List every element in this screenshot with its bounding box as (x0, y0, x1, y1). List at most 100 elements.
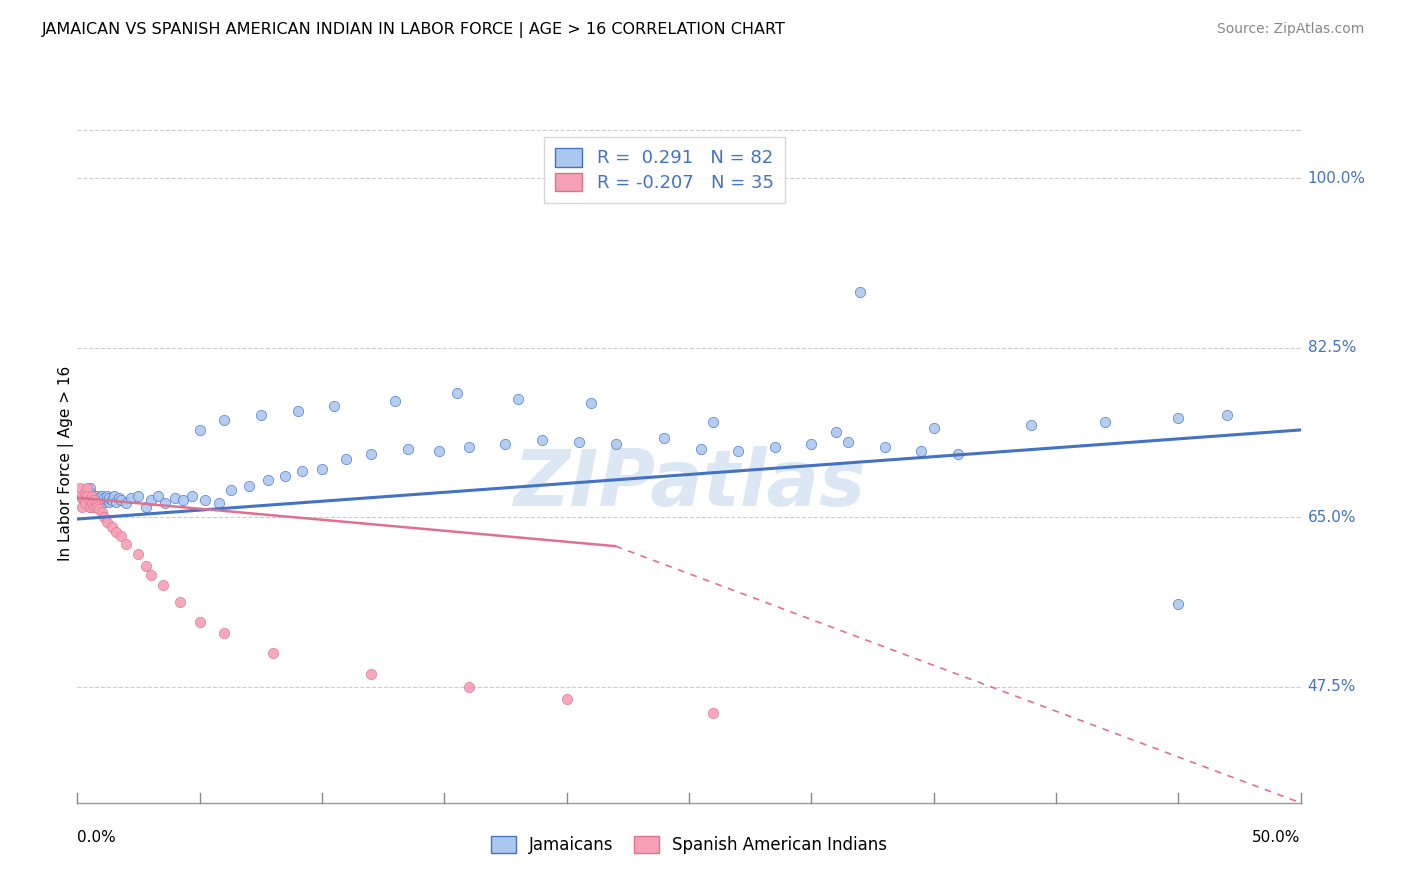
Point (221, 483, 243, 497)
Point (76, 489, 98, 503)
Point (690, 442, 713, 457)
Point (139, 568, 162, 582)
Point (188, 423, 211, 437)
Point (146, 489, 169, 503)
Point (212, 413, 235, 427)
Point (89, 491, 111, 505)
Point (90, 505, 112, 519)
Point (311, 461, 333, 475)
Point (86, 495, 108, 509)
Point (105, 524, 128, 539)
Point (169, 595, 191, 609)
Point (429, 444, 451, 458)
Point (80, 495, 103, 509)
Point (98, 494, 121, 508)
Point (96, 489, 118, 503)
Text: 50.0%: 50.0% (1253, 830, 1301, 845)
Point (86, 489, 108, 503)
Point (90, 489, 112, 503)
Point (800, 437, 823, 451)
Point (181, 489, 204, 503)
Point (98, 491, 121, 505)
Point (763, 441, 786, 455)
Point (274, 469, 297, 483)
Point (250, 409, 273, 423)
Point (702, 415, 724, 429)
Point (531, 433, 554, 447)
Point (1021, 418, 1043, 433)
Point (83, 492, 105, 507)
Point (76, 489, 98, 503)
Point (80, 489, 103, 503)
Point (120, 491, 142, 505)
Point (702, 706, 724, 720)
Text: JAMAICAN VS SPANISH AMERICAN INDIAN IN LABOR FORCE | AGE > 16 CORRELATION CHART: JAMAICAN VS SPANISH AMERICAN INDIAN IN L… (42, 22, 786, 38)
Point (335, 452, 357, 467)
Text: 0.0%: 0.0% (77, 830, 117, 845)
Point (287, 403, 309, 417)
Point (93, 510, 115, 524)
Point (910, 444, 932, 458)
Point (83, 495, 105, 509)
Point (654, 431, 676, 445)
Point (93, 494, 115, 508)
Point (873, 441, 896, 455)
Point (110, 529, 132, 543)
Text: 47.5%: 47.5% (1308, 679, 1355, 694)
Point (212, 626, 235, 640)
Point (457, 680, 479, 694)
Text: ZIPatlas: ZIPatlas (513, 446, 865, 522)
Point (70, 491, 93, 505)
Point (79, 500, 101, 515)
Point (849, 285, 872, 300)
Point (824, 425, 846, 439)
Point (70, 489, 93, 503)
Point (922, 421, 945, 435)
Point (100, 492, 122, 507)
Point (83, 500, 105, 515)
Point (605, 437, 627, 451)
Point (79, 486, 101, 500)
Point (727, 444, 749, 458)
Point (135, 500, 157, 515)
Point (108, 491, 131, 505)
Point (1167, 597, 1189, 611)
Legend: Jamaicans, Spanish American Indians: Jamaicans, Spanish American Indians (482, 828, 896, 863)
Point (100, 520, 122, 534)
Point (93, 491, 115, 505)
Point (80, 489, 103, 503)
Point (90, 492, 112, 507)
Point (135, 558, 157, 573)
Point (152, 578, 174, 592)
Point (89, 495, 111, 509)
Point (323, 399, 346, 413)
Point (291, 464, 314, 478)
Point (86, 500, 108, 515)
Point (360, 667, 382, 681)
Point (79, 492, 101, 507)
Point (360, 447, 382, 461)
Point (262, 646, 284, 660)
Point (188, 615, 211, 629)
Point (80, 492, 103, 507)
Point (83, 491, 105, 505)
Point (115, 537, 138, 551)
Point (70, 500, 93, 515)
Point (1216, 409, 1239, 423)
Point (396, 442, 419, 457)
Point (1167, 411, 1189, 425)
Point (172, 492, 194, 507)
Text: 82.5%: 82.5% (1308, 340, 1355, 355)
Point (76, 495, 98, 509)
Y-axis label: In Labor Force | Age > 16: In Labor Force | Age > 16 (58, 367, 75, 561)
Point (946, 447, 969, 461)
Point (208, 495, 231, 509)
Point (73, 486, 96, 500)
Point (73, 492, 96, 507)
Point (555, 692, 578, 706)
Point (1094, 415, 1116, 429)
Point (76, 481, 98, 495)
Point (96, 492, 118, 507)
Point (139, 492, 162, 507)
Point (457, 441, 479, 455)
